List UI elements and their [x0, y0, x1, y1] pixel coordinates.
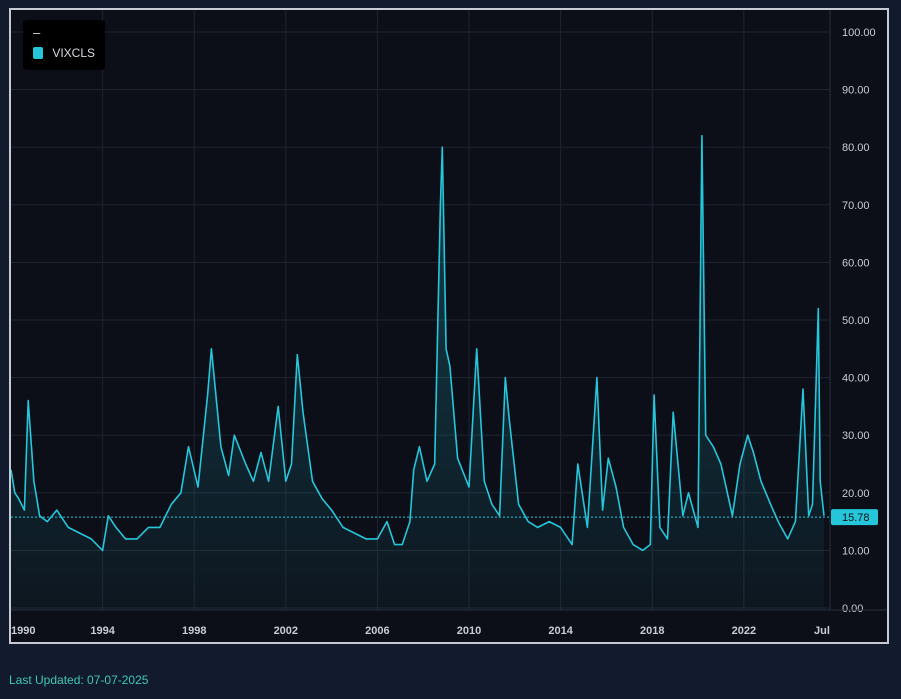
chart-frame: 0.00 10.00 20.00 30.00 40.00 50.00 60.00 70.00 8…: [9, 8, 889, 644]
legend-entry-vixcls[interactable]: VIXCLS: [33, 46, 95, 60]
x-tick-label: 2022: [732, 625, 756, 637]
last-value-tag: 15.78: [831, 509, 878, 526]
series-area-fill: [11, 135, 824, 610]
series-line-vixcls[interactable]: [11, 134, 825, 552]
legend-title: –: [33, 25, 41, 40]
y-tick-label: 100.00: [842, 27, 876, 39]
y-tick-label: 20.00: [842, 488, 870, 500]
y-tick-label: 40.00: [842, 373, 870, 385]
x-tick-label: Jul: [814, 625, 830, 637]
legend-label: VIXCLS: [52, 46, 95, 60]
y-tick-label: 80.00: [842, 142, 870, 154]
y-tick-label: 90.00: [842, 85, 870, 97]
x-tick-label: 1998: [182, 625, 206, 637]
legend: – VIXCLS: [23, 20, 105, 70]
x-tick-label: 2006: [365, 625, 389, 637]
x-tick-label: 2018: [640, 625, 664, 637]
y-tick-label: 70.00: [842, 200, 870, 212]
x-tick-label: 2014: [548, 625, 573, 637]
x-tick-label: 1990: [11, 625, 35, 637]
legend-swatch: [33, 47, 44, 59]
y-tick-label: 10.00: [842, 545, 870, 557]
x-tick-label: 1994: [90, 625, 115, 637]
last-updated-text: Last Updated: 07-07-2025: [9, 673, 149, 687]
x-tick-label: 2002: [274, 625, 298, 637]
last-value-label: 15.78: [842, 512, 870, 524]
vix-chart[interactable]: 0.00 10.00 20.00 30.00 40.00 50.00 60.00 70.00 8…: [11, 10, 887, 642]
y-tick-label: 60.00: [842, 257, 870, 269]
y-tick-label: 0.00: [842, 603, 863, 615]
y-tick-label: 30.00: [842, 430, 870, 442]
x-tick-label: 2010: [457, 625, 481, 637]
y-tick-label: 50.00: [842, 315, 870, 327]
